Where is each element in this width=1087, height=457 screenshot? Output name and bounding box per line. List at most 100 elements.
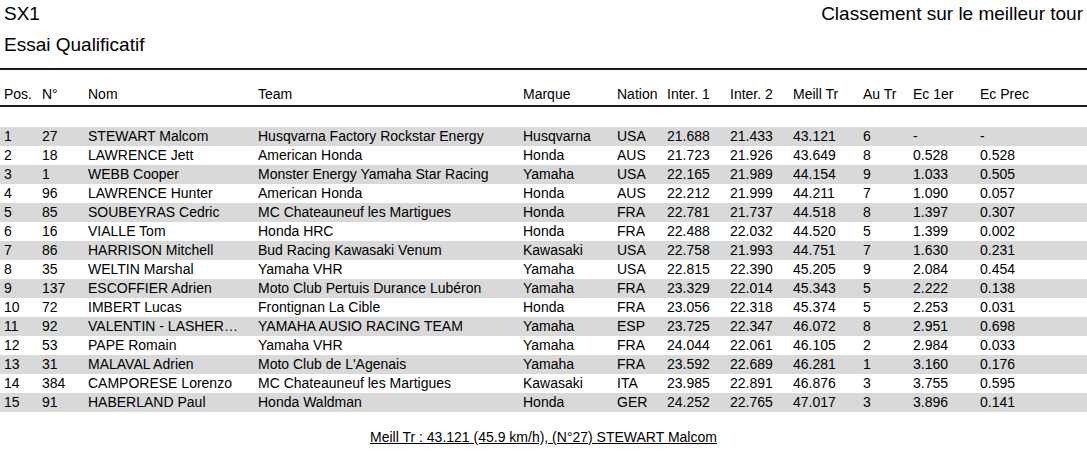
table-row: 127STEWART MalcomHusqvarna Factory Rocks… — [0, 127, 1087, 146]
cell-gap_first: 1.033 — [913, 165, 980, 184]
cell-brand: Honda — [523, 184, 617, 203]
cell-pos: 13 — [0, 355, 42, 374]
cell-num: 137 — [42, 279, 88, 298]
cell-gap_first: 3.160 — [913, 355, 980, 374]
cell-team: American Honda — [258, 146, 523, 165]
cell-team: Bud Racing Kawasaki Venum — [258, 241, 523, 260]
table-row: 218LAWRENCE JettAmerican HondaHondaAUS21… — [0, 146, 1087, 165]
cell-at_lap: 5 — [863, 298, 913, 317]
cell-gap_first: 1.090 — [913, 184, 980, 203]
cell-gap_first: 2.084 — [913, 260, 980, 279]
cell-best_lap: 46.072 — [793, 317, 863, 336]
cell-num: 35 — [42, 260, 88, 279]
cell-brand: Yamaha — [523, 336, 617, 355]
cell-best_lap: 44.211 — [793, 184, 863, 203]
cell-brand: Honda — [523, 146, 617, 165]
cell-nation: ESP — [617, 317, 667, 336]
cell-team: Honda HRC — [258, 222, 523, 241]
cell-nation: FRA — [617, 279, 667, 298]
column-header-gap_prev: Ec Prec — [980, 86, 1087, 102]
cell-pos: 6 — [0, 222, 42, 241]
cell-brand: Honda — [523, 298, 617, 317]
table-row: 9137ESCOFFIER AdrienMoto Club Pertuis Du… — [0, 279, 1087, 298]
cell-brand: Honda — [523, 203, 617, 222]
cell-at_lap: 8 — [863, 203, 913, 222]
cell-inter1: 22.488 — [667, 222, 730, 241]
cell-best_lap: 46.105 — [793, 336, 863, 355]
cell-pos: 14 — [0, 374, 42, 393]
cell-at_lap: 7 — [863, 241, 913, 260]
cell-name: HABERLAND Paul — [88, 393, 258, 412]
cell-best_lap: 45.343 — [793, 279, 863, 298]
cell-nation: FRA — [617, 355, 667, 374]
table-row: 835WELTIN MarshalYamaha VHRYamahaUSA22.8… — [0, 260, 1087, 279]
cell-brand: Honda — [523, 393, 617, 412]
cell-at_lap: 9 — [863, 260, 913, 279]
cell-pos: 1 — [0, 127, 42, 146]
cell-team: Frontignan La Cible — [258, 298, 523, 317]
cell-name: WELTIN Marshal — [88, 260, 258, 279]
cell-pos: 12 — [0, 336, 42, 355]
cell-best_lap: 45.374 — [793, 298, 863, 317]
cell-name: LAWRENCE Hunter — [88, 184, 258, 203]
cell-inter1: 22.165 — [667, 165, 730, 184]
cell-gap_prev: 0.033 — [980, 336, 1087, 355]
classification-type-label: Classement sur le meilleur tour — [821, 3, 1083, 25]
cell-name: IMBERT Lucas — [88, 298, 258, 317]
cell-inter1: 23.725 — [667, 317, 730, 336]
cell-pos: 15 — [0, 393, 42, 412]
cell-at_lap: 1 — [863, 355, 913, 374]
cell-at_lap: 2 — [863, 336, 913, 355]
cell-name: WEBB Cooper — [88, 165, 258, 184]
cell-num: 16 — [42, 222, 88, 241]
column-header-at_lap: Au Tr — [863, 86, 913, 102]
cell-num: 1 — [42, 165, 88, 184]
cell-brand: Yamaha — [523, 279, 617, 298]
cell-gap_prev: - — [980, 127, 1087, 146]
cell-gap_first: 2.253 — [913, 298, 980, 317]
cell-num: 27 — [42, 127, 88, 146]
table-row: 1331MALAVAL AdrienMoto Club de L'Agenais… — [0, 355, 1087, 374]
cell-at_lap: 5 — [863, 279, 913, 298]
cell-inter2: 22.689 — [730, 355, 793, 374]
cell-inter1: 21.723 — [667, 146, 730, 165]
cell-gap_prev: 0.031 — [980, 298, 1087, 317]
table-row: 31WEBB CooperMonster Energy Yamaha Star … — [0, 165, 1087, 184]
cell-inter1: 21.688 — [667, 127, 730, 146]
cell-pos: 9 — [0, 279, 42, 298]
cell-team: American Honda — [258, 184, 523, 203]
cell-gap_first: 2.984 — [913, 336, 980, 355]
cell-num: 18 — [42, 146, 88, 165]
cell-nation: AUS — [617, 184, 667, 203]
cell-name: MALAVAL Adrien — [88, 355, 258, 374]
cell-gap_first: 1.397 — [913, 203, 980, 222]
cell-pos: 3 — [0, 165, 42, 184]
cell-name: HARRISON Mitchell — [88, 241, 258, 260]
cell-name: VALENTIN - LASHER… — [88, 317, 258, 336]
cell-at_lap: 3 — [863, 393, 913, 412]
cell-nation: GER — [617, 393, 667, 412]
cell-best_lap: 44.520 — [793, 222, 863, 241]
cell-best_lap: 44.518 — [793, 203, 863, 222]
cell-gap_first: 1.399 — [913, 222, 980, 241]
cell-nation: USA — [617, 241, 667, 260]
results-table: Pos.N°NomTeamMarqueNationInter. 1Inter. … — [0, 70, 1087, 412]
cell-team: MC Chateauneuf les Martigues — [258, 203, 523, 222]
cell-inter2: 22.765 — [730, 393, 793, 412]
column-header-gap_first: Ec 1er — [913, 86, 980, 102]
cell-best_lap: 45.205 — [793, 260, 863, 279]
cell-gap_first: 1.630 — [913, 241, 980, 260]
cell-pos: 7 — [0, 241, 42, 260]
cell-inter1: 23.329 — [667, 279, 730, 298]
cell-team: Yamaha VHR — [258, 336, 523, 355]
cell-at_lap: 3 — [863, 374, 913, 393]
cell-pos: 10 — [0, 298, 42, 317]
cell-gap_first: - — [913, 127, 980, 146]
cell-best_lap: 43.121 — [793, 127, 863, 146]
cell-inter1: 22.212 — [667, 184, 730, 203]
results-table-header-row: Pos.N°NomTeamMarqueNationInter. 1Inter. … — [0, 70, 1087, 107]
column-header-pos: Pos. — [0, 86, 42, 102]
cell-inter2: 22.347 — [730, 317, 793, 336]
cell-nation: FRA — [617, 336, 667, 355]
column-header-name: Nom — [88, 86, 258, 102]
